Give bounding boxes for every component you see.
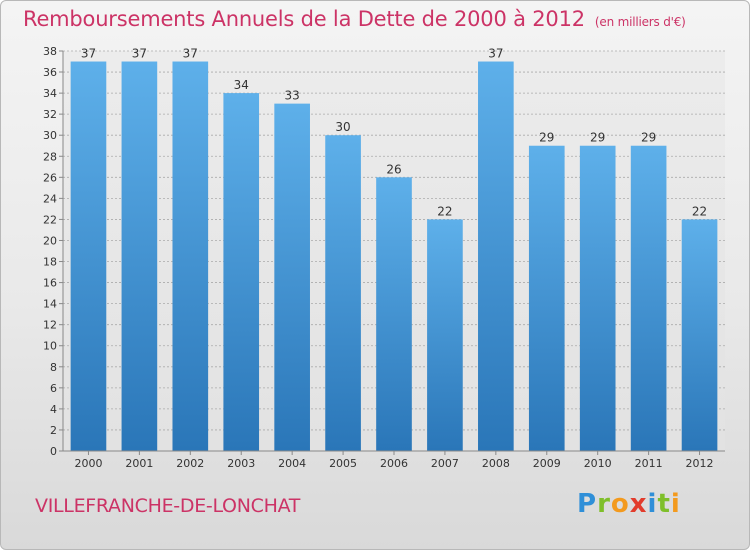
commune-name: VILLEFRANCHE-DE-LONCHAT <box>35 495 301 517</box>
y-tick-label: 26 <box>43 171 57 184</box>
x-tick-label: 2004 <box>278 457 306 470</box>
bar-value-label: 37 <box>488 47 503 61</box>
x-tick-label: 2008 <box>482 457 510 470</box>
y-tick-label: 32 <box>43 108 57 121</box>
y-tick-label: 22 <box>43 213 57 226</box>
bar-2011 <box>630 145 667 451</box>
logo-letter: i <box>670 489 681 519</box>
y-tick-label: 30 <box>43 129 57 142</box>
bar-2003 <box>223 93 260 452</box>
proxiti-logo: Proxiti <box>577 489 681 519</box>
bar-value-label: 29 <box>641 131 656 145</box>
bar-2001 <box>121 61 158 452</box>
logo-letter: P <box>577 489 598 519</box>
bar-2005 <box>325 135 361 452</box>
bar-2008 <box>478 61 514 452</box>
y-tick-label: 10 <box>43 340 57 353</box>
x-tick-label: 2002 <box>176 457 204 470</box>
y-tick-label: 24 <box>43 192 57 205</box>
x-tick-label: 2011 <box>635 457 663 470</box>
x-tick-label: 2003 <box>227 457 255 470</box>
x-tick-label: 2007 <box>431 457 459 470</box>
bar-value-label: 33 <box>285 89 300 103</box>
y-tick-label: 14 <box>43 298 57 311</box>
x-axis-ticks: 2000 2001 2002 2003 2004 2005 2006 2007 2008 2009… <box>74 451 714 470</box>
logo-letter: r <box>597 489 611 519</box>
bar-value-label: 22 <box>692 204 707 218</box>
y-tick-label: 18 <box>43 256 57 269</box>
bar-2006 <box>376 177 412 451</box>
x-tick-label: 2010 <box>584 457 612 470</box>
x-tick-label: 2012 <box>686 457 714 470</box>
bar-2007 <box>427 219 463 451</box>
x-tick-label: 2009 <box>533 457 561 470</box>
y-tick-label: 20 <box>43 234 57 247</box>
logo-letter: i <box>647 489 658 519</box>
bar-value-label: 22 <box>437 204 452 218</box>
chart-unit: (en milliers d'€) <box>594 15 686 29</box>
logo-letter: o <box>610 489 630 519</box>
bars: 37 37 37 34 33 30 26 22 37 29 29 29 22 <box>70 47 718 452</box>
logo-letter: t <box>657 489 671 519</box>
chart-title-text: Remboursements Annuels de la Dette de 20… <box>23 7 585 31</box>
logo-letter: x <box>629 489 648 519</box>
x-tick-label: 2006 <box>380 457 408 470</box>
y-tick-label: 28 <box>43 150 57 163</box>
x-tick-label: 2000 <box>74 457 102 470</box>
bar-2002 <box>172 61 209 452</box>
bar-2012 <box>681 219 718 451</box>
y-tick-label: 12 <box>43 319 57 332</box>
bar-value-label: 29 <box>539 131 554 145</box>
bar-2000 <box>70 61 107 452</box>
x-tick-label: 2001 <box>125 457 153 470</box>
y-tick-label: 16 <box>43 277 57 290</box>
y-tick-label: 34 <box>43 87 57 100</box>
bar-2004 <box>274 103 310 451</box>
chart-title: Remboursements Annuels de la Dette de 20… <box>23 7 686 31</box>
y-tick-label: 36 <box>43 66 57 79</box>
bar-2009 <box>528 145 565 451</box>
y-tick-label: 6 <box>50 382 57 395</box>
y-tick-label: 2 <box>50 424 57 437</box>
y-tick-label: 0 <box>50 445 57 458</box>
bar-value-label: 37 <box>132 47 147 61</box>
bar-value-label: 37 <box>81 47 96 61</box>
bar-value-label: 26 <box>386 162 401 176</box>
y-tick-label: 8 <box>50 361 57 374</box>
bar-value-label: 34 <box>234 78 249 92</box>
bar-value-label: 37 <box>183 47 198 61</box>
y-tick-label: 38 <box>43 45 57 58</box>
bar-value-label: 29 <box>590 131 605 145</box>
y-tick-label: 4 <box>50 403 57 416</box>
bar-value-label: 30 <box>335 120 350 134</box>
x-tick-label: 2005 <box>329 457 357 470</box>
bar-2010 <box>579 145 616 451</box>
